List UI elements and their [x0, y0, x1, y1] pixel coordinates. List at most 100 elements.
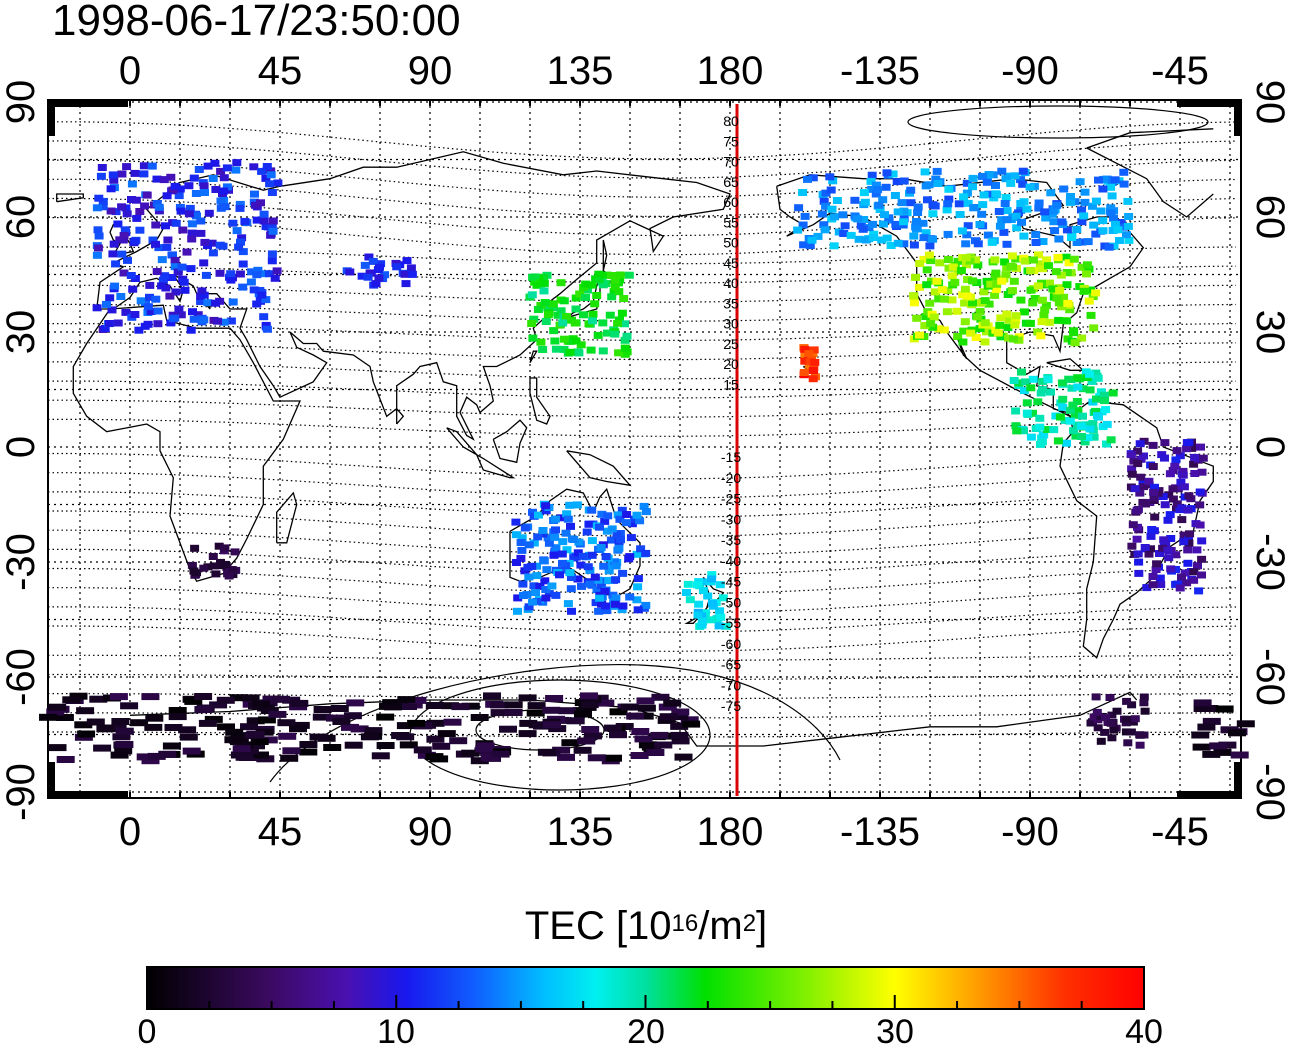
tec-canada-alaska-point	[1072, 226, 1082, 233]
tec-canada-alaska-point	[860, 198, 870, 206]
tec-east-asia-point	[559, 345, 569, 353]
tec-europe-point	[237, 234, 247, 242]
greenland-coast	[1086, 128, 1214, 218]
tec-europe-point	[111, 208, 121, 216]
tec-europe-point	[250, 190, 259, 198]
tec-europe-point	[151, 221, 161, 229]
tec-north-america-point	[1039, 311, 1049, 319]
tec-antarctica-point	[225, 728, 244, 736]
tec-canada-alaska-point	[886, 242, 896, 249]
tec-canada-alaska-point	[1108, 227, 1118, 234]
tec-antarctica-point	[566, 717, 585, 725]
tec-europe-point	[235, 204, 245, 212]
tec-canada-alaska-point	[1099, 175, 1109, 183]
tec-north-america-point	[1077, 263, 1087, 271]
tec-antarctica-point	[408, 696, 427, 704]
tec-hawaii-point	[804, 350, 814, 358]
lon-tick-label-top: -90	[1001, 49, 1059, 93]
tec-north-america-point	[909, 292, 919, 300]
tec-antarctica-point	[268, 710, 287, 718]
tec-canada-alaska-point	[819, 221, 829, 229]
tec-north-america-point	[1042, 256, 1052, 264]
tec-north-america-point	[1057, 303, 1067, 311]
tec-north-america-point	[1051, 268, 1061, 276]
tec-antarctica-point	[194, 706, 213, 713]
tec-central-america-point	[1028, 375, 1038, 383]
tec-north-america-point	[914, 331, 924, 339]
tec-europe-point	[203, 162, 213, 170]
tec-north-america-point	[924, 251, 934, 259]
tec-north-america-point	[1002, 310, 1012, 318]
tec-canada-alaska-point	[1091, 197, 1101, 205]
tec-antarctica-point	[251, 751, 269, 759]
tec-canada-alaska-point	[918, 219, 928, 227]
tec-europe-point	[238, 283, 248, 291]
tec-canada-alaska-point	[1031, 231, 1041, 239]
tec-central-asia-point	[376, 260, 386, 268]
tec-canada-alaska-point	[878, 220, 888, 228]
tec-australia-point	[585, 520, 595, 528]
tec-north-america-point	[1004, 316, 1014, 324]
tec-europe-point	[119, 269, 129, 277]
tec-east-asia-point	[550, 337, 560, 345]
tec-europe-point	[130, 169, 140, 177]
tec-patagonia-point	[1126, 728, 1136, 736]
tec-europe-point	[238, 248, 248, 256]
tec-australia-point	[528, 598, 537, 606]
tec-north-america-point	[952, 307, 962, 315]
tec-central-america-point	[1073, 407, 1083, 415]
tec-canada-alaska-point	[984, 171, 994, 178]
tec-antarctica-point	[299, 748, 318, 756]
tec-canada-alaska-point	[1106, 204, 1116, 212]
tec-canada-alaska-point	[954, 200, 964, 208]
tec-canada-alaska-point	[800, 212, 810, 220]
tec-europe-point	[160, 272, 170, 280]
tec-canada-alaska-point	[899, 207, 909, 215]
tec-south-america-point	[1149, 488, 1159, 496]
tec-central-america-point	[1106, 436, 1116, 444]
tec-central-america-point	[1038, 386, 1048, 394]
tec-antarctica-point	[504, 709, 523, 716]
tec-antarctica-point	[1192, 743, 1211, 751]
tec-canada-alaska-point	[1098, 217, 1108, 225]
tec-central-america-point	[1070, 411, 1080, 419]
tec-east-asia-point	[558, 319, 568, 327]
tec-central-america-point	[1011, 407, 1021, 415]
tec-canada-alaska-point	[868, 234, 878, 241]
magnetic-contour	[48, 197, 1237, 237]
tec-europe-point	[253, 266, 263, 274]
tec-south-america-point	[1193, 562, 1202, 570]
tec-north-america-point	[1028, 299, 1038, 307]
tec-canada-alaska-point	[928, 210, 938, 218]
tec-patagonia-point	[1105, 694, 1115, 701]
contour-label: -65	[721, 657, 741, 673]
tec-australia-point	[516, 539, 526, 546]
tec-australia-point	[529, 539, 539, 547]
tec-east-asia-point	[615, 276, 625, 284]
tec-antarctica-point	[397, 696, 416, 704]
tec-europe-point	[251, 201, 260, 209]
tec-australia-point	[511, 518, 521, 526]
tec-canada-alaska-point	[1038, 238, 1048, 245]
tec-antarctica-point	[235, 753, 254, 761]
tec-canada-alaska-point	[969, 204, 979, 212]
tec-europe-point	[117, 250, 127, 258]
tec-canada-alaska-point	[838, 211, 848, 219]
tec-antarctica-point	[376, 713, 395, 721]
contour-label: 60	[723, 194, 739, 210]
tec-europe-point	[167, 274, 177, 281]
tec-canada-alaska-point	[880, 211, 889, 219]
tec-central-america-point	[1049, 426, 1059, 434]
tec-north-america-point	[1026, 266, 1036, 274]
tec-central-america-point	[1080, 438, 1090, 446]
tec-antarctica-point	[461, 749, 480, 757]
tec-australia-point	[633, 606, 643, 614]
tec-north-america-point	[943, 287, 953, 294]
tec-antarctica-point	[1236, 720, 1255, 728]
tec-north-america-point	[1052, 294, 1062, 302]
contour-label: 80	[723, 113, 739, 129]
tec-europe-point	[259, 217, 269, 225]
tec-north-america-point	[1019, 308, 1029, 316]
tec-europe-point	[222, 164, 232, 172]
